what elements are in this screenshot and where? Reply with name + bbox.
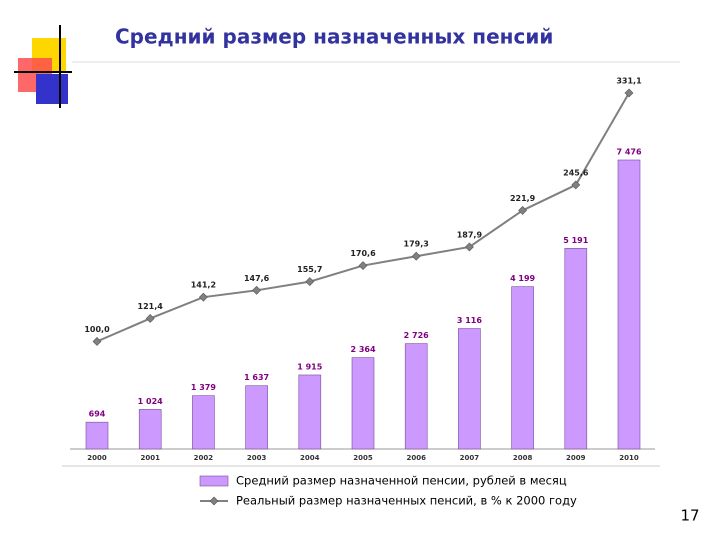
line-label: 245,6 [563,168,589,177]
line-label: 100,0 [84,325,110,334]
bar [511,286,534,450]
bar-label: 7 476 [616,148,641,157]
slide-number: 17 [680,507,699,525]
x-tick-label: 2010 [619,454,639,462]
bar-label: 1 379 [191,383,216,392]
x-tick-label: 2008 [513,454,533,462]
bar-label: 2 364 [350,345,375,354]
bar [617,159,641,450]
line-label: 221,9 [510,194,536,203]
line-marker [518,205,528,215]
bar-label: 3 116 [457,316,482,325]
line-label: 141,2 [191,281,216,290]
bar-label: 1 024 [138,397,163,406]
legend-swatch [199,475,229,487]
line-label: 170,6 [350,249,376,258]
line-marker [571,180,581,190]
bar [564,248,588,450]
bar [245,385,268,450]
line-marker [464,242,474,252]
line-label: 187,9 [457,230,483,239]
legend-label: Средний размер назначенной пенсии, рубле… [236,474,567,488]
bar [458,328,481,450]
bar [192,395,215,450]
bar [351,357,375,450]
line-label: 121,4 [138,302,164,311]
line-marker [358,261,368,270]
bar-label: 1 637 [244,373,269,382]
x-tick-label: 2002 [194,454,214,462]
bar-label: 4 199 [510,274,535,283]
line-marker [252,285,262,295]
legend-label: Реальный размер назначенных пенсий, в % … [236,494,577,508]
plot: 2000 2001 2002 2003 2004 2005 2006 2007 2008 2009… [84,77,642,508]
line-marker [305,277,315,287]
legend-marker [209,496,219,506]
bar-label: 694 [89,410,106,419]
line-label: 179,3 [404,240,429,249]
bar-label: 2 726 [404,331,429,340]
line-marker [92,337,102,346]
x-tick-label: 2005 [353,454,373,462]
x-tick-label: 2001 [140,454,160,462]
x-tick-label: 2006 [406,454,426,462]
x-tick-label: 2000 [87,454,107,462]
line-label: 147,6 [244,274,270,283]
x-tick-label: 2009 [566,454,586,462]
bar-label: 5 191 [563,236,588,245]
bar [404,343,428,450]
x-tick-label: 2007 [460,454,480,462]
bar [298,374,322,450]
line-marker [411,251,421,261]
line-label: 331,1 [616,77,642,86]
line [96,92,630,343]
line-marker [198,292,208,302]
chart-title: Средний размер назначенных пенсий [115,25,553,49]
bar [138,409,162,450]
line-label: 155,7 [297,265,322,274]
x-tick-label: 2003 [247,454,267,462]
bar-label: 1 915 [297,362,322,371]
blue-square [36,74,68,104]
decoration [14,25,680,108]
bar [85,421,109,450]
line-marker [145,314,155,323]
line-marker [624,88,634,98]
x-tick-label: 2004 [300,454,320,462]
